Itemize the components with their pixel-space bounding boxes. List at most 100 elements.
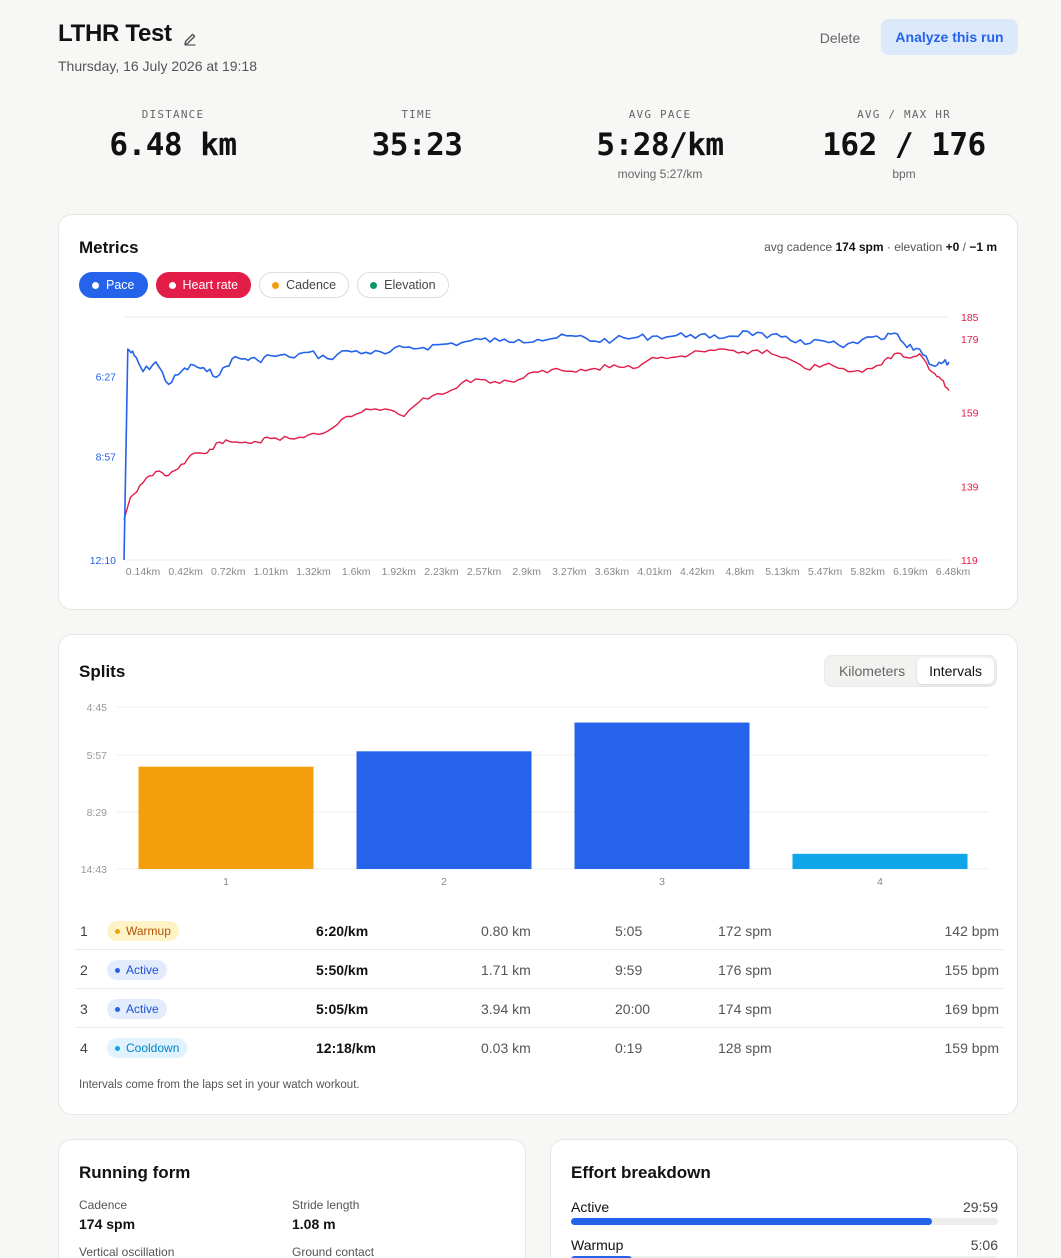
split-cadence: 128 spm	[718, 1040, 772, 1056]
split-time: 20:00	[615, 1001, 651, 1017]
dot-icon	[115, 1006, 120, 1012]
summary-cadence: 174 spm	[835, 240, 884, 254]
split-cadence: 174 spm	[718, 1001, 772, 1017]
effort-bar-fill	[571, 1218, 932, 1225]
metric-toggle-chips: Pace Heart rate Cadence Elevation	[79, 272, 449, 298]
stat-sub: bpm	[892, 167, 916, 181]
split-bar	[138, 766, 314, 869]
x-tick-label: 2.9km	[512, 566, 541, 578]
split-hr: 155 bpm	[944, 962, 999, 978]
chip-heart-rate[interactable]: Heart rate	[155, 272, 252, 298]
x-tick-label: 0.42km	[168, 566, 203, 578]
chip-label: Cadence	[286, 278, 337, 292]
x-tick-label: 0.14km	[126, 566, 161, 578]
splits-card: 4:45 5:57 8:29 14:43 1 2 3 4 Splits Kilometers …	[58, 634, 1018, 1115]
split-time: 0:19	[615, 1040, 643, 1056]
x-tick-label: 6.19km	[893, 566, 928, 578]
x-tick-label: 4.8km	[726, 566, 755, 578]
summary-sep: /	[962, 240, 966, 254]
form-metric-stride-length: Stride length 1.08 m	[292, 1198, 359, 1232]
x-tick-label: 5.47km	[808, 566, 843, 578]
stat-value: 35:23	[371, 127, 463, 163]
y-tick-label: 4:45	[87, 702, 108, 714]
summary-mid: · elevation	[886, 240, 943, 254]
dot-icon	[370, 281, 378, 289]
effort-name: Active	[571, 1199, 610, 1215]
running-form-card: Running form Cadence 174 spm Stride leng…	[58, 1139, 526, 1258]
effort-bar-track	[571, 1218, 998, 1225]
form-metric-cadence: Cadence 174 spm	[79, 1198, 135, 1232]
table-row[interactable]: 1 Warmup 6:20/km 0.80 km 5:05 172 spm 14…	[75, 911, 1003, 950]
dot-icon	[115, 1045, 120, 1051]
chip-label: Pace	[106, 278, 135, 292]
split-type-badge: Active	[107, 999, 167, 1019]
split-distance: 0.80 km	[481, 923, 531, 939]
split-hr: 159 bpm	[944, 1040, 999, 1056]
toggle-intervals[interactable]: Intervals	[917, 658, 994, 684]
analyze-run-button[interactable]: Analyze this run	[881, 19, 1018, 55]
dot-icon	[115, 967, 120, 973]
chip-elevation[interactable]: Elevation	[357, 272, 449, 298]
chip-label: Heart rate	[182, 278, 239, 292]
badge-label: Cooldown	[126, 1041, 180, 1055]
stat-label: AVG PACE	[628, 108, 692, 121]
chip-label: Elevation	[384, 278, 436, 292]
stat-label: AVG / MAX HR	[857, 108, 951, 121]
effort-title: Effort breakdown	[571, 1163, 711, 1182]
split-hr: 169 bpm	[944, 1001, 999, 1017]
metrics-summary: avg cadence 174 spm · elevation +0 / −1 …	[764, 240, 997, 254]
splits-chart: 4:45 5:57 8:29 14:43 1 2 3 4	[81, 702, 989, 888]
y-left-tick: 12:10	[90, 555, 116, 567]
split-time: 5:05	[615, 923, 643, 939]
chip-pace[interactable]: Pace	[79, 272, 148, 298]
stat-label: TIME	[401, 108, 433, 121]
stat-sub: moving 5:27/km	[617, 167, 703, 181]
delete-button[interactable]: Delete	[808, 24, 872, 52]
x-tick-label: 1.32km	[296, 566, 331, 578]
y-right-tick: 159	[961, 408, 979, 420]
form-metric-label: Ground contact	[292, 1245, 375, 1258]
y-left-tick: 8:57	[96, 452, 117, 464]
running-form-title: Running form	[79, 1163, 191, 1182]
splits-toggle: Kilometers Intervals	[823, 655, 997, 687]
x-tick-label: 4.42km	[680, 566, 715, 578]
effort-duration: 29:59	[962, 1199, 998, 1215]
form-metric-label: Stride length	[292, 1198, 360, 1212]
split-type-badge: Cooldown	[107, 1038, 188, 1058]
x-tick-label: 2.57km	[467, 566, 502, 578]
splits-note: Intervals come from the laps set in your…	[79, 1079, 360, 1091]
table-row[interactable]: 3 Active 5:05/km 3.94 km 20:00 174 spm 1…	[75, 989, 1003, 1028]
form-metric-label: Cadence	[79, 1198, 128, 1212]
heart-rate-line	[123, 348, 950, 520]
split-time: 9:59	[615, 962, 643, 978]
split-num: 2	[80, 962, 88, 978]
x-tick-label: 3	[659, 876, 665, 888]
effort-bar-track	[571, 1256, 998, 1258]
x-tick-label: 1	[223, 876, 229, 888]
effort-name: Warmup	[571, 1237, 624, 1253]
run-title-text: LTHR Test	[58, 20, 172, 47]
stat-avg-pace: AVG PACE 5:28/km moving 5:27/km	[540, 108, 780, 181]
y-tick-label: 8:29	[87, 807, 108, 819]
run-title: LTHR Test	[58, 20, 198, 48]
y-right-tick: 139	[961, 481, 979, 493]
x-tick-label: 4	[877, 876, 883, 888]
splits-title: Splits	[79, 662, 126, 681]
stat-value: 162 / 176	[822, 127, 986, 163]
x-tick-label: 6.48km	[936, 566, 971, 578]
edit-icon[interactable]	[182, 26, 198, 46]
table-row[interactable]: 2 Active 5:50/km 1.71 km 9:59 176 spm 15…	[75, 950, 1003, 989]
effort-breakdown-card: Effort breakdown Active 29:59 Warmup 5:0…	[550, 1139, 1018, 1258]
dot-icon	[92, 281, 99, 289]
toggle-kilometers[interactable]: Kilometers	[838, 663, 906, 679]
split-pace: 12:18/km	[316, 1040, 376, 1056]
stat-hr: AVG / MAX HR 162 / 176 bpm	[784, 108, 1024, 181]
x-tick-label: 4.01km	[637, 566, 672, 578]
effort-duration: 5:06	[970, 1237, 998, 1253]
split-num: 4	[80, 1040, 88, 1056]
split-cadence: 172 spm	[718, 923, 772, 939]
metrics-card: 6:27 8:57 12:10 185 179 159 139 119 0.14km 0.42km…	[58, 214, 1018, 610]
chip-cadence[interactable]: Cadence	[259, 272, 350, 298]
table-row[interactable]: 4 Cooldown 12:18/km 0.03 km 0:19 128 spm…	[75, 1028, 1003, 1067]
x-tick-label: 1.6km	[342, 566, 371, 578]
